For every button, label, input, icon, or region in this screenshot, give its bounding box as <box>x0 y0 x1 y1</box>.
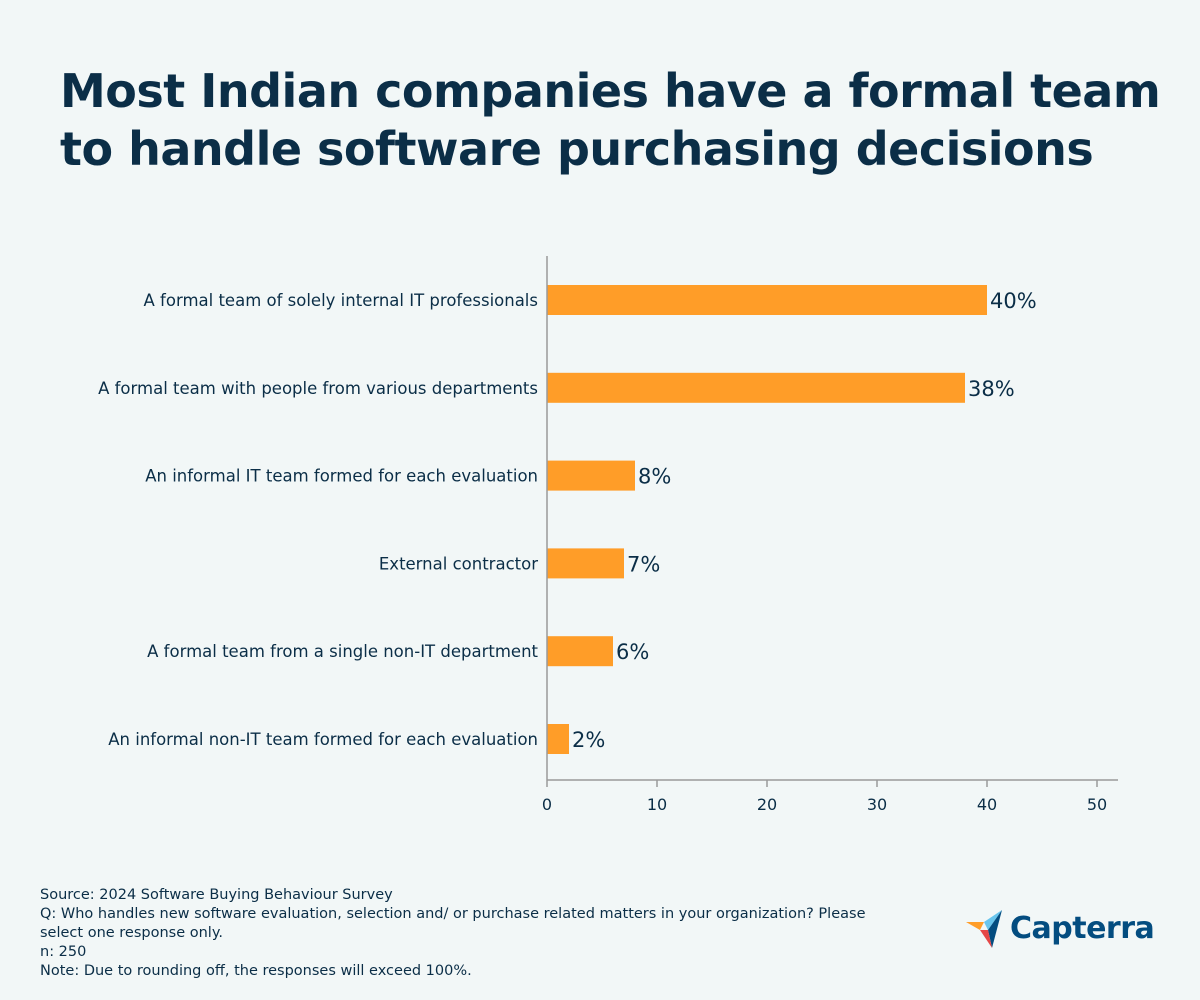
x-tick-label: 0 <box>542 795 552 814</box>
value-label: 2% <box>572 728 605 752</box>
category-label: External contractor <box>379 554 538 573</box>
value-label: 8% <box>638 465 671 489</box>
value-label: 7% <box>627 552 660 576</box>
source-note: Source: 2024 Software Buying Behaviour S… <box>40 887 393 903</box>
chart-title-line-2: to handle software purchasing decisions <box>60 122 1094 176</box>
value-label: 38% <box>968 377 1015 401</box>
value-label: 40% <box>990 289 1037 313</box>
category-label: An informal non-IT team formed for each … <box>108 730 538 749</box>
category-label: A formal team of solely internal IT prof… <box>144 291 538 310</box>
category-label: A formal team from a single non-IT depar… <box>147 642 538 661</box>
bar <box>547 460 635 491</box>
x-tick-label: 40 <box>977 795 997 814</box>
bar-chart: A formal team of solely internal IT prof… <box>98 256 1118 814</box>
capterra-logo: Capterra <box>966 908 1155 948</box>
sample-size-note: n: 250 <box>40 944 87 960</box>
x-tick-label: 20 <box>757 795 777 814</box>
capterra-logo-icon <box>966 910 1002 948</box>
chart-title-line-1: Most Indian companies have a formal team <box>60 64 1161 118</box>
x-tick-label: 50 <box>1087 795 1107 814</box>
bar <box>547 285 987 315</box>
bar <box>547 372 965 403</box>
x-tick-label: 10 <box>647 795 667 814</box>
chart-footer: Source: 2024 Software Buying Behaviour S… <box>40 886 900 981</box>
value-label: 6% <box>616 640 649 664</box>
bar <box>547 636 613 667</box>
x-tick-label: 30 <box>867 795 887 814</box>
category-label: An informal IT team formed for each eval… <box>145 467 538 486</box>
chart-title: Most Indian companies have a formal team… <box>60 62 1161 178</box>
question-note-line-2: select one response only. <box>40 925 223 941</box>
rounding-note: Note: Due to rounding off, the responses… <box>40 963 472 979</box>
bar <box>547 548 624 579</box>
category-label: A formal team with people from various d… <box>98 379 538 398</box>
capterra-logo-text: Capterra <box>1010 910 1155 946</box>
question-note-line-1: Q: Who handles new software evaluation, … <box>40 906 866 922</box>
bar <box>547 724 569 754</box>
